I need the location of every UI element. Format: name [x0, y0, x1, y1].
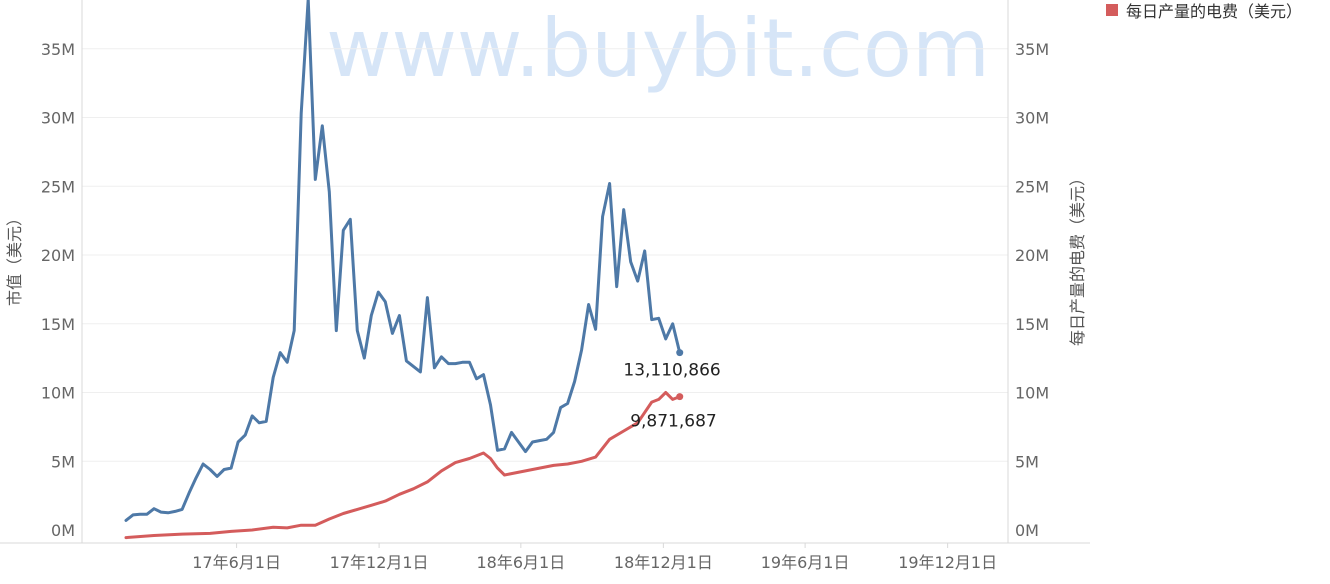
y-tick-label-left: 15M — [41, 315, 75, 334]
end-labels: 13,110,866 9,871,687 — [623, 361, 720, 432]
end-value-label: 9,871,687 — [630, 412, 717, 432]
series-end-point — [676, 393, 684, 401]
y-tick-label-right: 10M — [1015, 384, 1049, 403]
y-tick-label-left: 35M — [41, 40, 75, 59]
x-tick-label: 17年6月1日 — [192, 553, 281, 572]
y-tick-label-right: 0M — [1015, 521, 1039, 540]
x-tick-label: 17年12月1日 — [330, 553, 429, 572]
legend-swatch — [1106, 4, 1118, 16]
x-tick-label: 18年12月1日 — [614, 553, 713, 572]
x-tick-label: 19年6月1日 — [761, 553, 850, 572]
x-ticks: 17年6月1日 17年12月1日 18年6月1日 18年12月1日 19年6月1日 19年… — [192, 543, 997, 572]
y-tick-label-right: 35M — [1015, 40, 1049, 59]
series-line-1 — [124, 391, 682, 540]
left-axis-title: 市值（美元） — [5, 210, 24, 306]
y-tick-label-left: 20M — [41, 246, 75, 265]
y-tick-label-left: 0M — [51, 521, 75, 540]
y-tick-label-right: 15M — [1015, 315, 1049, 334]
series-line-0 — [124, 0, 682, 522]
y-tick-label-left: 10M — [41, 384, 75, 403]
y-tick-label-left: 5M — [51, 452, 75, 471]
end-value-label: 13,110,866 — [623, 361, 720, 381]
right-y-ticks: 0M 5M 10M 15M 20M 25M 30M 35M — [1015, 40, 1049, 540]
legend: 每日产量的电费（美元） — [1106, 0, 1302, 22]
series-lines — [124, 0, 684, 540]
series-end-point — [676, 349, 684, 357]
left-y-ticks: 0M 5M 10M 15M 20M 25M 30M 35M — [41, 40, 75, 540]
y-tick-label-left: 25M — [41, 177, 75, 196]
y-tick-label-right: 20M — [1015, 246, 1049, 265]
x-tick-label: 18年6月1日 — [476, 553, 565, 572]
legend-label: 每日产量的电费（美元） — [1126, 2, 1303, 21]
y-tick-label-right: 30M — [1015, 109, 1049, 128]
gridlines — [82, 48, 1008, 462]
y-tick-label-right: 5M — [1015, 452, 1039, 471]
right-axis-title: 每日产量的电费（美元） — [1068, 170, 1087, 346]
y-tick-label-left: 30M — [41, 109, 75, 128]
y-tick-label-right: 25M — [1015, 177, 1049, 196]
x-tick-label: 19年12月1日 — [898, 553, 997, 572]
